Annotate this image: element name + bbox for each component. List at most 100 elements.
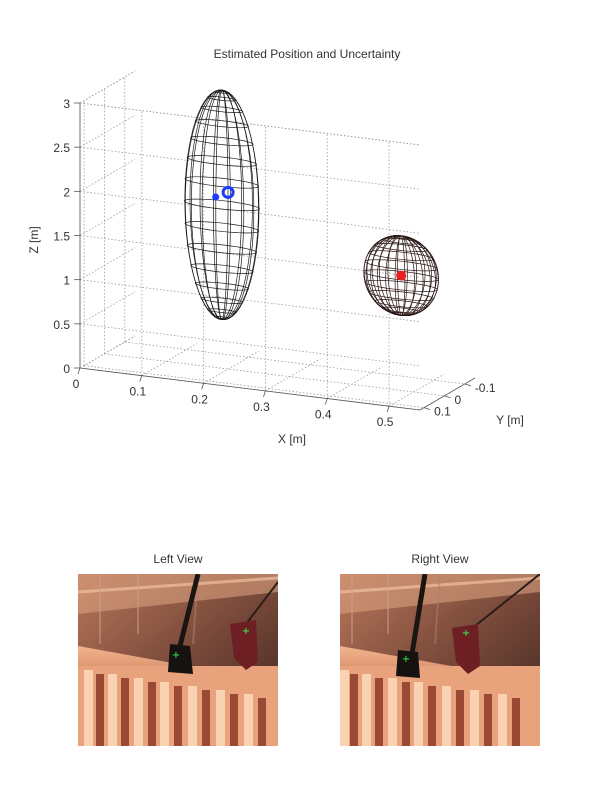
x-tick-label: 0.4 [315,408,332,422]
y-tick-label: 0 [454,393,461,407]
ellipsoid-longitude-line [378,235,402,316]
floor-grid-line [388,373,445,407]
x-axis-label: X [m] [278,432,306,446]
left-marker-1: + [172,650,180,661]
ellipsoid-longitude-line [401,235,418,316]
tick-labels: 00.10.20.30.40.5-0.100.100.511.522.53 [53,97,496,429]
ellipsoid-longitude-line [215,89,223,321]
ellipsoid-latitude-line [183,198,260,212]
ellipsoid-longitude-line [199,89,223,321]
wall-grid-line [79,190,421,234]
z-tick-label: 3 [63,97,70,111]
right-marker-1: + [402,654,410,665]
floor-grid-line [265,358,321,392]
wall-grid-line [79,279,421,323]
x-tick-label: 0.5 [377,415,394,429]
ellipsoid-longitude-line [189,89,223,321]
wall-grid-line [79,114,136,148]
point-marker [396,270,407,281]
ellipsoid-longitude-line [397,235,402,316]
ellipsoid-latitude-line [194,281,249,291]
ellipsoid-latitude-line [200,105,244,113]
x-tick [77,367,81,375]
floor-grid-line [203,350,259,384]
ellipsoid-2 [363,235,440,317]
ellipsoid-longitude-line [401,235,426,316]
x-tick [201,383,205,390]
top-edge [79,102,421,146]
floor-grid-line [327,366,383,399]
ellipsoid-longitude-line [394,235,402,316]
floor-grid-line [104,353,445,397]
floor-edge [79,335,136,369]
ellipsoid-longitude-line [221,89,259,321]
floor-grid-line [84,365,425,409]
ellipsoid-longitude-line [221,89,245,321]
3d-plot: Estimated Position and Uncertainty 00.10… [27,47,524,446]
x-axis-line [79,367,421,411]
ellipsoid-longitude-line [184,89,222,321]
ellipsoid-longitude-line [366,235,402,316]
z-tick-label: 0 [63,362,70,376]
wall-grid-line [79,235,421,278]
x-tick-label: 0.1 [129,385,146,399]
ellipsoid-longitude-line [387,235,402,316]
right-view-image: + + [340,574,540,746]
x-tick-label: 0.3 [253,400,270,414]
x-tick-label: 0 [73,377,80,391]
x-tick-label: 0.2 [191,392,208,406]
ellipsoid-latitude-line [184,221,260,234]
point-marker [221,185,235,199]
ellipsoid-longitude-line [401,235,439,316]
chart-title: Estimated Position and Uncertainty [214,47,401,61]
right-view-title: Right View [411,552,469,566]
z-tick-label: 1 [63,274,70,288]
z-tick-label: 2 [63,185,70,199]
ellipsoid-1 [183,89,260,321]
x-tick [386,406,390,413]
ellipsoid-longitude-line [401,235,415,317]
ellipsoid-longitude-line [221,89,231,321]
y-tick-label: -0.1 [475,381,496,395]
x-tick [139,375,143,382]
floor-grid-line [141,343,198,376]
ellipsoid-latitude-line [200,296,244,304]
z-tick-label: 2.5 [53,141,70,155]
y-tick [444,395,451,399]
ellipsoid-longitude-line [221,89,229,320]
ellipsoid-longitude-line [401,235,433,316]
left-view-title: Left View [153,552,203,566]
ellipsoid-longitude-line [376,235,402,316]
left-marker-2: + [242,626,250,637]
ellipsoid-latitude-line [186,155,257,167]
z-axis-label: Z [m] [27,226,41,253]
wall-grid-line [79,203,136,236]
right-marker-2: + [462,628,470,639]
ellipsoid-longitude-line [221,89,243,321]
grid [79,70,465,411]
ellipsoid-longitude-line [221,89,253,321]
z-tick-label: 0.5 [53,318,70,332]
y-axis-label: Y [m] [496,413,524,427]
ellipsoid-latitude-line [184,176,260,189]
x-tick [263,390,266,398]
ellipsoid-latitude-line [190,263,254,274]
top-edge [79,70,136,104]
left-view-image: + + [78,574,278,746]
floor-grid-line [124,341,465,385]
data-points [212,185,407,281]
point-marker [212,193,220,201]
ellipsoid-longitude-line [400,235,408,316]
wall-grid-line [79,323,421,367]
ellipsoid-longitude-line [213,89,223,320]
y-tick [423,407,431,411]
wall-grid-line [79,158,136,192]
ellipsoid-longitude-line [371,235,402,316]
wall-grid-line [79,247,136,281]
y-tick [464,383,471,387]
y-tick-label: 0.1 [434,405,451,419]
wall-grid-line [79,291,136,325]
ellipsoids [183,89,440,321]
ellipsoid-latitude-line [186,243,257,255]
z-tick-label: 1.5 [53,230,70,244]
